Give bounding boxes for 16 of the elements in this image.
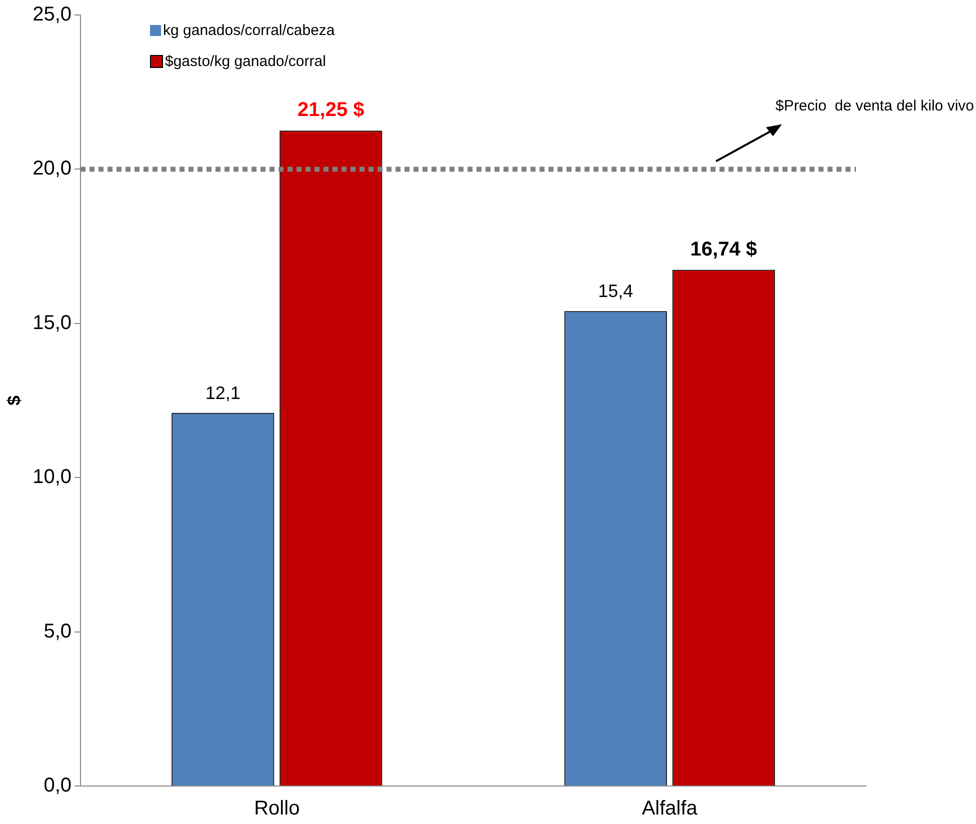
- legend-label: kg ganados/corral/cabeza: [163, 22, 335, 39]
- y-tick-label: 5,0: [44, 620, 72, 642]
- y-tick-label: 10,0: [32, 466, 72, 488]
- data-label: 12,1: [205, 382, 240, 403]
- data-label: 21,25 $: [298, 99, 364, 122]
- ref-line-label: $Precio de venta del kilo vivo: [776, 97, 974, 114]
- y-tick-label: 15,0: [32, 312, 72, 334]
- y-tick-label: 25,0: [32, 4, 72, 26]
- x-tick-label: Alfalfa: [642, 798, 698, 820]
- y-tick-label: 20,0: [32, 158, 72, 180]
- legend-label: $gasto/kg ganado/corral: [165, 53, 326, 70]
- data-label: 15,4: [598, 281, 634, 302]
- y-tick-label: 0,0: [44, 774, 72, 797]
- y-axis-title: $: [4, 395, 24, 406]
- x-tick-label: Rollo: [254, 798, 300, 820]
- data-label: 16,74 $: [690, 238, 757, 260]
